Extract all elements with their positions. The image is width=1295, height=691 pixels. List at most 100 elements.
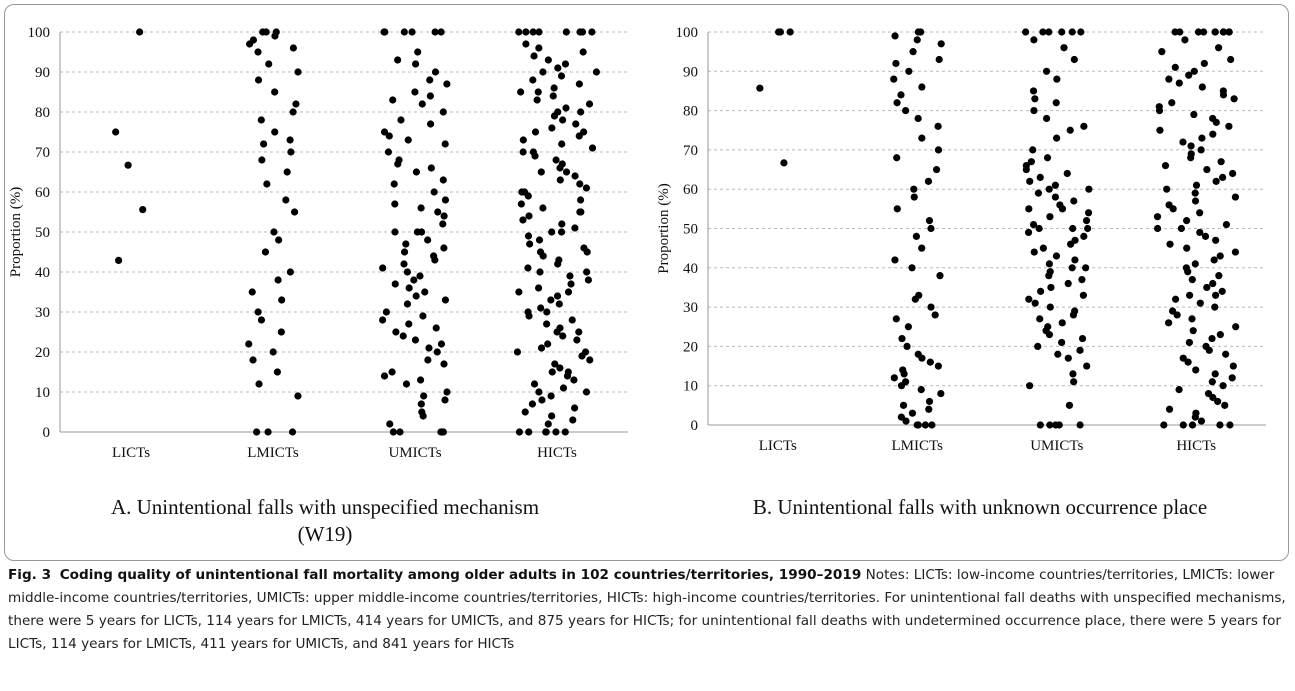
- data-point: [1192, 366, 1200, 374]
- data-point: [389, 428, 397, 436]
- data-point: [1194, 28, 1203, 36]
- y-tick-label: 80: [683, 104, 698, 120]
- data-point: [412, 168, 421, 176]
- data-point: [1076, 346, 1084, 354]
- data-point: [556, 364, 564, 372]
- data-point: [1051, 181, 1059, 189]
- data-point: [1209, 130, 1217, 138]
- data-point: [426, 120, 435, 128]
- data-point: [419, 312, 427, 320]
- data-point: [1185, 291, 1194, 299]
- data-point: [1212, 118, 1220, 126]
- data-point: [893, 205, 901, 213]
- data-point: [443, 388, 451, 396]
- data-point: [1054, 350, 1062, 358]
- y-tick-label: 20: [35, 345, 50, 361]
- data-point: [559, 384, 568, 392]
- data-point: [257, 116, 265, 124]
- data-point: [440, 244, 448, 252]
- data-point: [890, 75, 898, 83]
- data-point: [1156, 126, 1164, 134]
- data-point: [1226, 421, 1234, 429]
- data-point: [1196, 299, 1204, 307]
- data-point: [1070, 197, 1078, 205]
- data-point: [1232, 323, 1240, 331]
- data-point: [382, 308, 390, 316]
- data-point: [1078, 275, 1086, 284]
- data-point: [539, 252, 547, 260]
- data-point: [1034, 189, 1043, 197]
- data-point: [1053, 75, 1061, 83]
- data-point: [515, 288, 523, 296]
- data-point: [1225, 122, 1233, 130]
- data-point: [1035, 224, 1043, 233]
- data-point: [1068, 264, 1076, 272]
- data-point: [548, 124, 556, 132]
- data-point: [921, 421, 929, 429]
- data-point: [1058, 205, 1067, 213]
- data-point: [1215, 44, 1223, 52]
- data-point: [900, 370, 908, 378]
- data-point: [927, 224, 935, 233]
- y-tick-label: 40: [683, 261, 698, 277]
- data-point: [585, 100, 594, 108]
- data-point: [403, 300, 412, 308]
- data-point: [899, 401, 908, 409]
- data-point: [441, 296, 450, 304]
- data-point: [287, 148, 295, 156]
- data-point: [439, 108, 447, 116]
- y-tick-label: 100: [676, 25, 699, 41]
- data-point: [917, 386, 925, 394]
- x-tick-label: HICTs: [537, 445, 577, 461]
- data-point: [912, 232, 920, 240]
- data-point: [1210, 256, 1218, 264]
- data-point: [1066, 126, 1074, 134]
- data-point: [890, 374, 898, 382]
- data-point: [525, 212, 533, 220]
- y-tick-label: 30: [683, 300, 698, 316]
- data-point: [1199, 28, 1208, 36]
- data-point: [1221, 401, 1229, 409]
- data-point: [1183, 217, 1191, 225]
- data-point: [925, 397, 934, 406]
- data-point: [908, 264, 916, 272]
- data-point: [936, 272, 944, 280]
- data-point: [554, 64, 562, 72]
- data-point: [283, 168, 291, 176]
- data-point: [1191, 260, 1199, 268]
- data-point: [1046, 303, 1054, 311]
- data-point: [530, 380, 539, 388]
- data-point: [575, 132, 583, 140]
- y-tick-label: 60: [683, 182, 698, 198]
- data-point: [1058, 319, 1066, 327]
- data-point: [396, 428, 404, 436]
- data-point: [577, 108, 585, 116]
- data-point: [934, 146, 943, 154]
- data-point: [1227, 55, 1235, 64]
- data-point: [935, 55, 943, 64]
- y-tick-label: 90: [35, 65, 50, 81]
- data-point: [410, 276, 418, 284]
- data-point: [255, 380, 263, 388]
- data-point: [554, 260, 562, 268]
- data-point: [519, 148, 527, 156]
- data-point: [286, 136, 294, 144]
- data-point: [1188, 275, 1196, 284]
- data-point: [534, 284, 543, 292]
- data-point: [1155, 107, 1164, 115]
- y-tick-label: 20: [683, 339, 698, 355]
- y-axis-label: Proportion (%): [656, 183, 672, 273]
- data-point: [571, 224, 579, 232]
- x-tick-label: HICTs: [1176, 438, 1216, 454]
- data-point: [937, 40, 945, 48]
- data-point: [1208, 378, 1216, 386]
- data-point: [1027, 158, 1035, 166]
- data-point: [265, 60, 273, 68]
- data-point: [260, 140, 268, 148]
- data-point: [1198, 83, 1206, 91]
- data-point: [245, 340, 253, 348]
- data-point: [1025, 295, 1033, 303]
- data-point: [261, 248, 270, 256]
- data-point: [535, 236, 544, 244]
- x-tick-label: LICTs: [112, 445, 150, 461]
